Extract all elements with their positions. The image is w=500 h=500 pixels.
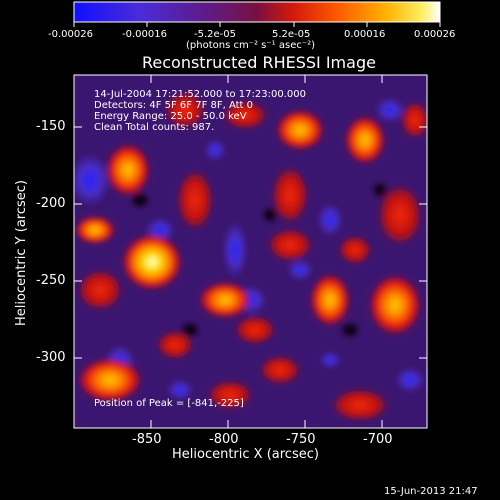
colorbar bbox=[73, 1, 441, 23]
colorbar-tick-label: 0.00016 bbox=[344, 29, 386, 40]
rhessi-image bbox=[74, 75, 427, 428]
plot-frame bbox=[73, 74, 428, 429]
y-tick-label: -200 bbox=[36, 196, 66, 211]
y-tick-label: -250 bbox=[36, 273, 66, 288]
overlay-energy-range: Energy Range: 25.0 - 50.0 keV bbox=[94, 111, 247, 122]
colorbar-tick-label: -0.00016 bbox=[122, 29, 167, 40]
x-axis-ticks bbox=[150, 75, 383, 428]
x-tick-label: -800 bbox=[209, 432, 239, 447]
overlay-time-range: 14-Jul-2004 17:21:52.000 to 17:23:00.000 bbox=[94, 89, 306, 100]
footer-timestamp: 15-Jun-2013 21:47 bbox=[384, 486, 478, 497]
overlay-detectors: Detectors: 4F 5F 6F 7F 8F, Att 0 bbox=[94, 100, 254, 111]
y-tick-label: -300 bbox=[36, 350, 66, 365]
x-tick-label: -750 bbox=[286, 432, 316, 447]
colorbar-ticks bbox=[73, 22, 441, 27]
y-axis-title: Heliocentric Y (arcsec) bbox=[14, 180, 29, 326]
x-tick-label: -850 bbox=[132, 432, 162, 447]
plot-title: Reconstructed RHESSI Image bbox=[142, 53, 376, 72]
x-tick-label: -700 bbox=[363, 432, 393, 447]
colorbar-tick-label: 0.00026 bbox=[414, 29, 456, 40]
y-axis-ticks bbox=[74, 126, 427, 359]
overlay-clean-counts: Clean Total counts: 987. bbox=[94, 122, 215, 133]
colorbar-tick-label: 5.2e-05 bbox=[272, 29, 311, 40]
colorbar-units: (photons cm⁻² s⁻¹ asec⁻²) bbox=[186, 40, 316, 51]
colorbar-tick-label: -0.00026 bbox=[48, 29, 93, 40]
colorbar-tick-label: -5.2e-05 bbox=[194, 29, 236, 40]
y-tick-label: -150 bbox=[36, 119, 66, 134]
x-axis-title: Heliocentric X (arcsec) bbox=[172, 447, 319, 462]
overlay-peak-position: Position of Peak = [-841,-225] bbox=[94, 398, 244, 409]
